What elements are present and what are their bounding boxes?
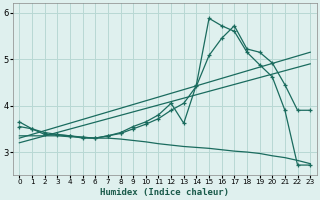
X-axis label: Humidex (Indice chaleur): Humidex (Indice chaleur) — [100, 188, 229, 197]
